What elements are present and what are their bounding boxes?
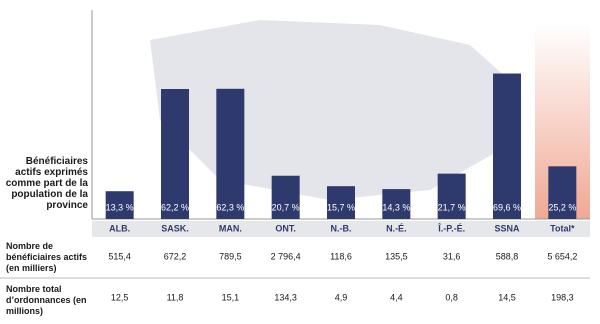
x-tick-label: SASK. <box>161 223 189 233</box>
table-cell: 4,4 <box>390 292 403 302</box>
x-tick-label: N.-B. <box>331 223 352 233</box>
table-cell: 15,1 <box>222 292 240 302</box>
value-label: 20,7 % <box>272 202 300 212</box>
value-label: 13,3 % <box>106 202 134 212</box>
table-cell: 31,6 <box>443 251 461 261</box>
bar <box>548 166 577 219</box>
bar <box>105 191 134 219</box>
table-cell: 134,3 <box>274 292 297 302</box>
table-cell: 5 654,2 <box>547 251 577 261</box>
value-label: 62,3 % <box>216 202 244 212</box>
bar <box>437 173 466 219</box>
table-cell: 789,5 <box>219 251 242 261</box>
bar <box>327 186 355 219</box>
x-tick-label: SSNA <box>494 223 520 233</box>
x-tick-label: Total* <box>550 223 575 233</box>
row-label: Nombre total d’ordonnances (en millions) <box>6 284 87 316</box>
value-label: 69,6 % <box>493 202 521 212</box>
table-cell: 14,5 <box>498 292 516 302</box>
table-cell: 672,2 <box>164 251 187 261</box>
category-band <box>92 221 590 237</box>
x-tick-label: ALB. <box>109 223 130 233</box>
table-cell: 11,8 <box>167 292 184 302</box>
table-cell: 4,9 <box>335 292 348 302</box>
table-cell: 515,4 <box>108 251 131 261</box>
table-cell: 12,5 <box>111 292 129 302</box>
bar <box>161 89 189 219</box>
table-cell: 2 796,4 <box>271 251 301 261</box>
value-label: 21,7 % <box>438 202 466 212</box>
row-label: Nombre de bénéficiaires actifs (en milli… <box>6 241 88 273</box>
table-cell: 0,8 <box>445 292 458 302</box>
table-cell: 198,3 <box>551 292 574 302</box>
x-tick-label: Î.-P.-É. <box>437 222 465 233</box>
value-label: 25,2 % <box>548 202 576 212</box>
x-tick-label: MAN. <box>219 223 242 233</box>
bar <box>271 175 300 219</box>
value-label: 15,7 % <box>327 202 355 212</box>
value-label: 14,3 % <box>382 202 410 212</box>
map-background <box>150 20 520 200</box>
bar <box>493 73 521 219</box>
bar <box>382 189 411 219</box>
y-axis-label: Bénéficiaires actifs exprimés comme part… <box>5 156 88 211</box>
table-cell: 588,8 <box>496 251 519 261</box>
table-cell: 135,5 <box>385 251 408 261</box>
value-label: 62,2 % <box>161 202 189 212</box>
x-tick-label: ONT. <box>275 223 296 233</box>
x-tick-label: N.-É. <box>386 223 407 233</box>
bar <box>216 88 245 219</box>
table-cell: 118,6 <box>330 251 352 261</box>
